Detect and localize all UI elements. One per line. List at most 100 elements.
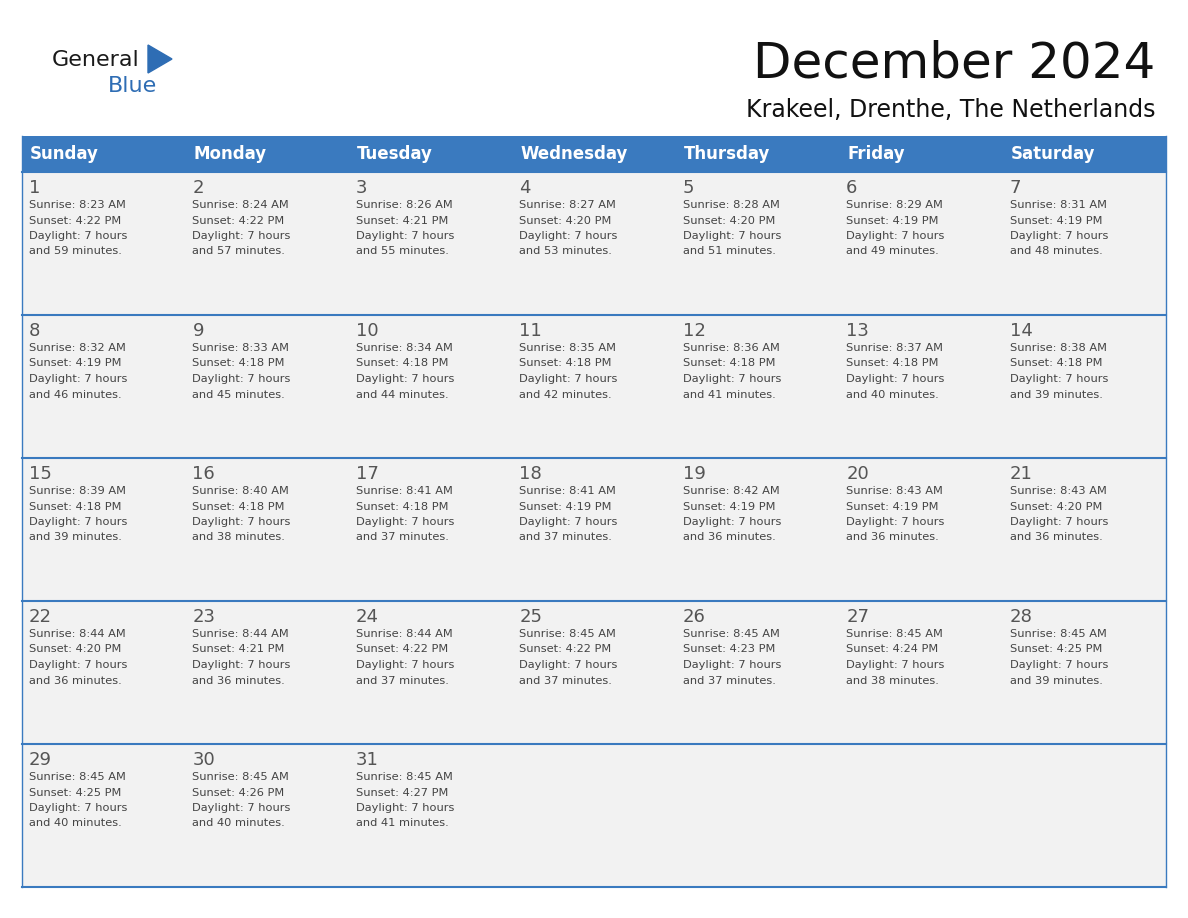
Text: Daylight: 7 hours: Daylight: 7 hours: [1010, 231, 1108, 241]
Text: Sunset: 4:18 PM: Sunset: 4:18 PM: [846, 359, 939, 368]
Bar: [185, 601, 349, 744]
Polygon shape: [148, 45, 172, 73]
Bar: [1003, 172, 1165, 315]
Text: and 39 minutes.: and 39 minutes.: [1010, 676, 1102, 686]
Bar: [23, 172, 185, 315]
Bar: [1003, 315, 1165, 458]
Text: Sunrise: 8:44 AM: Sunrise: 8:44 AM: [192, 629, 289, 639]
Text: 15: 15: [29, 465, 52, 483]
Bar: [349, 172, 512, 315]
Text: Daylight: 7 hours: Daylight: 7 hours: [29, 231, 127, 241]
Text: Sunrise: 8:33 AM: Sunrise: 8:33 AM: [192, 343, 290, 353]
Text: Sunset: 4:18 PM: Sunset: 4:18 PM: [683, 359, 776, 368]
Text: Sunrise: 8:45 AM: Sunrise: 8:45 AM: [29, 772, 126, 782]
Text: 28: 28: [1010, 608, 1032, 626]
Text: Sunset: 4:22 PM: Sunset: 4:22 PM: [29, 216, 121, 226]
Text: 7: 7: [1010, 179, 1020, 197]
Text: Daylight: 7 hours: Daylight: 7 hours: [356, 660, 454, 670]
Text: Daylight: 7 hours: Daylight: 7 hours: [356, 803, 454, 813]
Text: 24: 24: [356, 608, 379, 626]
Text: 30: 30: [192, 751, 215, 769]
Text: Sunrise: 8:23 AM: Sunrise: 8:23 AM: [29, 200, 126, 210]
Text: Sunrise: 8:29 AM: Sunrise: 8:29 AM: [846, 200, 943, 210]
Text: and 41 minutes.: and 41 minutes.: [356, 819, 449, 829]
Text: Sunrise: 8:32 AM: Sunrise: 8:32 AM: [29, 343, 126, 353]
Bar: [1003, 458, 1165, 601]
Bar: [1003, 601, 1165, 744]
Text: and 37 minutes.: and 37 minutes.: [519, 676, 612, 686]
Text: and 40 minutes.: and 40 minutes.: [29, 819, 121, 829]
Text: Daylight: 7 hours: Daylight: 7 hours: [192, 374, 291, 384]
Text: Sunset: 4:18 PM: Sunset: 4:18 PM: [356, 501, 448, 511]
Text: and 37 minutes.: and 37 minutes.: [356, 532, 449, 543]
Text: Daylight: 7 hours: Daylight: 7 hours: [846, 517, 944, 527]
Text: 18: 18: [519, 465, 542, 483]
Text: Daylight: 7 hours: Daylight: 7 hours: [683, 374, 781, 384]
Bar: [23, 136, 1165, 172]
Text: Sunrise: 8:38 AM: Sunrise: 8:38 AM: [1010, 343, 1106, 353]
Bar: [349, 458, 512, 601]
Text: Sunset: 4:20 PM: Sunset: 4:20 PM: [29, 644, 121, 655]
Text: and 59 minutes.: and 59 minutes.: [29, 247, 122, 256]
Text: Daylight: 7 hours: Daylight: 7 hours: [1010, 374, 1108, 384]
Text: Sunrise: 8:43 AM: Sunrise: 8:43 AM: [846, 486, 943, 496]
Text: Daylight: 7 hours: Daylight: 7 hours: [846, 231, 944, 241]
Text: and 37 minutes.: and 37 minutes.: [519, 532, 612, 543]
Text: and 37 minutes.: and 37 minutes.: [683, 676, 776, 686]
Text: 17: 17: [356, 465, 379, 483]
Bar: [512, 315, 676, 458]
Text: and 39 minutes.: and 39 minutes.: [29, 532, 122, 543]
Text: General: General: [52, 50, 140, 70]
Text: and 36 minutes.: and 36 minutes.: [683, 532, 776, 543]
Text: Daylight: 7 hours: Daylight: 7 hours: [192, 517, 291, 527]
Text: 29: 29: [29, 751, 52, 769]
Text: Sunset: 4:18 PM: Sunset: 4:18 PM: [519, 359, 612, 368]
Text: Sunset: 4:26 PM: Sunset: 4:26 PM: [192, 788, 285, 798]
Text: Daylight: 7 hours: Daylight: 7 hours: [356, 517, 454, 527]
Text: Daylight: 7 hours: Daylight: 7 hours: [29, 517, 127, 527]
Text: Daylight: 7 hours: Daylight: 7 hours: [192, 231, 291, 241]
Text: 13: 13: [846, 322, 868, 340]
Bar: [349, 601, 512, 744]
Text: Sunset: 4:25 PM: Sunset: 4:25 PM: [29, 788, 121, 798]
Text: Sunset: 4:22 PM: Sunset: 4:22 PM: [192, 216, 285, 226]
Bar: [185, 458, 349, 601]
Text: Blue: Blue: [108, 76, 157, 96]
Text: and 53 minutes.: and 53 minutes.: [519, 247, 612, 256]
Text: 10: 10: [356, 322, 379, 340]
Text: Daylight: 7 hours: Daylight: 7 hours: [29, 660, 127, 670]
Text: Sunset: 4:18 PM: Sunset: 4:18 PM: [192, 359, 285, 368]
Text: 5: 5: [683, 179, 694, 197]
Bar: [185, 744, 349, 887]
Bar: [676, 458, 839, 601]
Text: Sunset: 4:20 PM: Sunset: 4:20 PM: [683, 216, 775, 226]
Text: Daylight: 7 hours: Daylight: 7 hours: [356, 374, 454, 384]
Text: Daylight: 7 hours: Daylight: 7 hours: [683, 231, 781, 241]
Text: Sunset: 4:23 PM: Sunset: 4:23 PM: [683, 644, 775, 655]
Bar: [349, 315, 512, 458]
Text: and 37 minutes.: and 37 minutes.: [356, 676, 449, 686]
Text: Monday: Monday: [194, 145, 266, 163]
Text: 25: 25: [519, 608, 542, 626]
Text: Daylight: 7 hours: Daylight: 7 hours: [519, 231, 618, 241]
Text: Sunset: 4:20 PM: Sunset: 4:20 PM: [1010, 501, 1102, 511]
Text: December 2024: December 2024: [753, 39, 1155, 87]
Text: Sunday: Sunday: [30, 145, 99, 163]
Text: Wednesday: Wednesday: [520, 145, 627, 163]
Text: Sunrise: 8:45 AM: Sunrise: 8:45 AM: [683, 629, 779, 639]
Text: Sunrise: 8:26 AM: Sunrise: 8:26 AM: [356, 200, 453, 210]
Bar: [512, 744, 676, 887]
Text: Daylight: 7 hours: Daylight: 7 hours: [1010, 517, 1108, 527]
Text: and 57 minutes.: and 57 minutes.: [192, 247, 285, 256]
Text: and 36 minutes.: and 36 minutes.: [1010, 532, 1102, 543]
Text: 6: 6: [846, 179, 858, 197]
Bar: [23, 458, 185, 601]
Text: 9: 9: [192, 322, 204, 340]
Text: Sunset: 4:21 PM: Sunset: 4:21 PM: [356, 216, 448, 226]
Text: Sunrise: 8:45 AM: Sunrise: 8:45 AM: [846, 629, 943, 639]
Text: 26: 26: [683, 608, 706, 626]
Text: and 51 minutes.: and 51 minutes.: [683, 247, 776, 256]
Text: Sunset: 4:18 PM: Sunset: 4:18 PM: [1010, 359, 1102, 368]
Text: Saturday: Saturday: [1011, 145, 1095, 163]
Text: and 38 minutes.: and 38 minutes.: [846, 676, 939, 686]
